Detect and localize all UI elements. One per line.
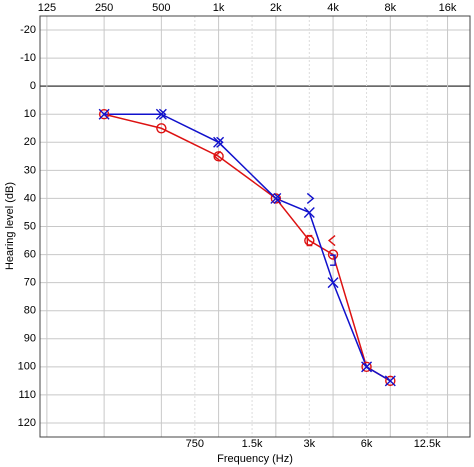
x-axis-title: Frequency (Hz) xyxy=(217,453,293,465)
marker xyxy=(216,136,224,148)
x-tick-label-bottom: 750 xyxy=(186,438,204,450)
marker xyxy=(361,361,372,373)
x-tick-label-bottom: 1.5k xyxy=(242,438,263,450)
marker xyxy=(98,108,110,120)
x-tick-label-top: 4k xyxy=(327,2,339,14)
y-tick-label: 70 xyxy=(24,277,36,289)
y-tick-label: 50 xyxy=(24,220,36,232)
marker xyxy=(384,375,396,387)
marker xyxy=(158,108,167,120)
x-tick-label-top: 8k xyxy=(384,2,396,14)
marker xyxy=(330,254,336,266)
marker xyxy=(327,234,336,247)
series-line xyxy=(104,113,391,382)
y-tick-label: 40 xyxy=(24,192,36,204)
marker xyxy=(327,277,339,289)
marker xyxy=(327,249,339,260)
marker xyxy=(273,192,281,204)
marker xyxy=(156,123,167,134)
y-tick-label: -10 xyxy=(20,52,36,64)
y-tick-label: 100 xyxy=(18,361,36,373)
marker xyxy=(306,192,315,204)
y-tick-label: 10 xyxy=(24,108,36,120)
marker xyxy=(270,192,282,204)
x-tick-label-bottom: 12.5k xyxy=(414,438,441,450)
x-tick-label-top: 1k xyxy=(213,2,225,14)
marker xyxy=(303,206,315,218)
y-tick-label: 110 xyxy=(18,389,36,401)
y-tick-label: 20 xyxy=(24,136,36,148)
y-tick-label: 90 xyxy=(24,333,36,345)
x-tick-label-top: 16k xyxy=(439,2,457,14)
x-tick-label-top: 2k xyxy=(270,2,282,14)
marker xyxy=(385,375,396,387)
marker xyxy=(213,150,222,162)
marker xyxy=(98,109,110,120)
x-tick-label-top: 500 xyxy=(152,2,170,14)
x-tick-label-bottom: 3k xyxy=(304,438,316,450)
y-tick-label: 30 xyxy=(24,164,36,176)
x-tick-label-bottom: 6k xyxy=(361,438,373,450)
y-tick-label: 80 xyxy=(24,305,36,317)
x-tick-label-top: 250 xyxy=(95,2,113,14)
y-tick-label: -20 xyxy=(20,24,36,36)
y-axis-title: Hearing level (dB) xyxy=(4,182,16,270)
y-tick-label: 60 xyxy=(24,248,36,260)
marker xyxy=(213,136,225,148)
plot-frame xyxy=(39,15,471,438)
marker xyxy=(306,234,313,247)
marker xyxy=(155,108,167,120)
marker xyxy=(361,361,373,373)
series-line xyxy=(103,113,391,382)
y-tick-label: 120 xyxy=(18,417,36,429)
y-tick-label: 0 xyxy=(30,80,36,92)
x-tick-label-top: 125 xyxy=(38,2,56,14)
